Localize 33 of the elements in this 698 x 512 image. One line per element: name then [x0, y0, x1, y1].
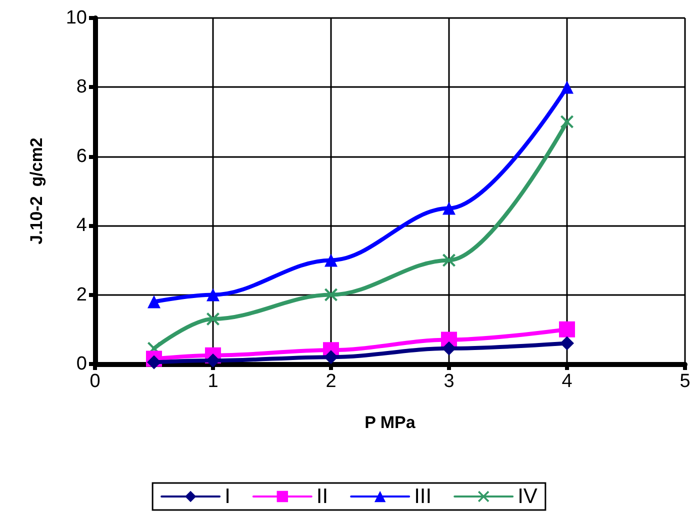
- point: [206, 354, 220, 368]
- point: [148, 295, 160, 308]
- legend-label: II: [316, 485, 328, 508]
- x-tick-label: 0: [90, 371, 100, 392]
- legend-label: IV: [518, 485, 538, 508]
- point: [560, 80, 574, 94]
- y-tick-label: 0: [76, 354, 87, 374]
- point: [147, 355, 161, 370]
- point: [442, 341, 456, 356]
- point: [324, 350, 338, 364]
- y-axis-title: J.10-2 g/cm2: [27, 138, 46, 244]
- y-tick-label: 8: [76, 76, 87, 98]
- point: [206, 288, 220, 302]
- point: [560, 336, 574, 350]
- point: [559, 321, 575, 338]
- x-tick-label: 1: [208, 371, 218, 392]
- x-axis-title: P MPa: [364, 413, 416, 432]
- legend-label: I: [224, 485, 230, 508]
- y-tick-label: 2: [76, 284, 87, 306]
- point: [560, 115, 574, 128]
- point: [442, 254, 456, 267]
- x-tick-label: 2: [326, 371, 336, 392]
- point: [324, 254, 338, 267]
- y-tick-label: 10: [66, 8, 87, 28]
- x-tick-label: 4: [562, 371, 573, 392]
- point: [324, 288, 338, 302]
- x-tick-label: 3: [444, 371, 454, 392]
- x-tick-label: 5: [680, 371, 690, 392]
- y-tick-label: 4: [76, 215, 88, 236]
- point: [206, 312, 220, 326]
- point: [442, 202, 456, 215]
- legend-label: III: [414, 485, 432, 508]
- y-tick-label: 6: [76, 146, 87, 167]
